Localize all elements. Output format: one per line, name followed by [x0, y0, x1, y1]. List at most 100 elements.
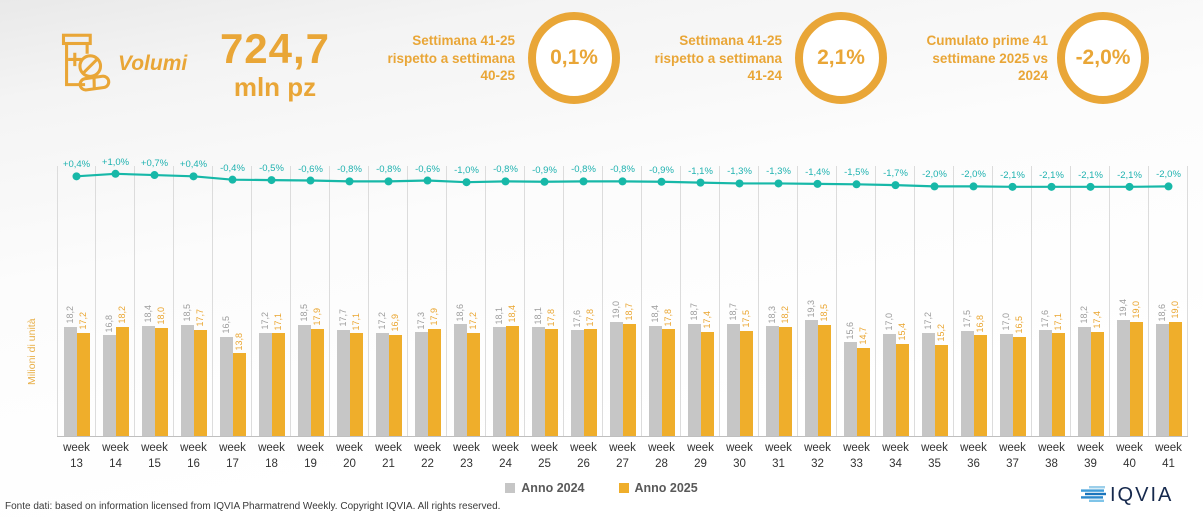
- bar-anno-2024: [492, 327, 506, 436]
- gridline: [329, 166, 330, 436]
- gridline: [797, 166, 798, 436]
- bar-value-label: 17,2: [78, 312, 88, 330]
- kpi-week-vs-prev-year-value: 2,1%: [795, 12, 887, 104]
- bar-anno-2024: [804, 320, 818, 436]
- x-tick-week-36: week 36: [960, 442, 987, 470]
- x-tick-week-32: week 32: [804, 442, 831, 470]
- bar-value-label: 17,4: [702, 311, 712, 329]
- week-group: 17,0 16,5: [993, 140, 1032, 436]
- week-group: 18,4 18,0: [135, 140, 174, 436]
- bar-anno-2025: [544, 329, 558, 436]
- line-percent-label: +0,7%: [140, 158, 169, 170]
- line-percent-label: -1,1%: [688, 165, 713, 177]
- gridline: [251, 166, 252, 436]
- line-percent-label: -2,1%: [1078, 169, 1103, 181]
- bar-value-label: 17,9: [429, 308, 439, 326]
- total-volume: 724,7 mln pz: [190, 26, 360, 103]
- bar-anno-2024: [921, 332, 935, 436]
- line-percent-label: +0,4%: [62, 159, 91, 171]
- line-percent-label: -1,0%: [454, 165, 479, 177]
- bar-anno-2025: [154, 328, 168, 436]
- x-tick-week-33: week 33: [843, 442, 870, 470]
- bar-value-label: 18,5: [299, 304, 309, 322]
- bar-anno-2024: [297, 325, 311, 436]
- bar-value-label: 18,5: [182, 304, 192, 322]
- bar-value-label: 18,2: [117, 306, 127, 324]
- gridline: [1148, 166, 1149, 436]
- bar-anno-2024: [1116, 319, 1130, 436]
- x-tick-week-39: week 39: [1077, 442, 1104, 470]
- source-note: Fonte dati: based on information license…: [5, 501, 501, 512]
- bar-value-label: 17,8: [663, 308, 673, 327]
- x-tick-week-24: week 24: [492, 442, 519, 470]
- bar-anno-2024: [570, 330, 584, 436]
- bar-anno-2024: [609, 322, 623, 436]
- bar-anno-2025: [661, 329, 675, 436]
- gridline: [641, 166, 642, 436]
- total-unit: mln pz: [233, 72, 317, 102]
- line-percent-label: -0,5%: [259, 163, 284, 175]
- bar-anno-2025: [583, 329, 597, 436]
- line-percent-label: -0,6%: [298, 163, 323, 175]
- bar-anno-2024: [63, 326, 77, 436]
- bar-value-label: 18,3: [767, 305, 777, 324]
- bar-anno-2025: [1090, 331, 1104, 436]
- bar-anno-2024: [453, 324, 467, 436]
- week-group: 18,6 19,0: [1149, 140, 1188, 436]
- x-tick-week-13: week 13: [63, 442, 90, 470]
- category-label: Volumi: [118, 52, 188, 75]
- bar-anno-2025: [895, 343, 909, 436]
- bar-value-label: 17,1: [1053, 312, 1063, 331]
- x-tick-week-23: week 23: [453, 442, 480, 470]
- bar-value-label: 18,4: [507, 305, 517, 323]
- x-tick-week-29: week 29: [687, 442, 714, 470]
- x-tick-week-25: week 25: [531, 442, 558, 470]
- legend: Anno 2024 Anno 2025: [0, 481, 1203, 495]
- week-group: 18,1 17,8: [525, 140, 564, 436]
- x-tick-week-41: week 41: [1155, 442, 1182, 470]
- gridline: [1070, 166, 1071, 436]
- bar-anno-2024: [1038, 330, 1052, 436]
- bar-anno-2025: [622, 323, 636, 436]
- bar-anno-2024: [960, 331, 974, 436]
- bar-value-label: 17,4: [1092, 311, 1102, 329]
- gridline: [836, 166, 837, 436]
- bar-anno-2025: [388, 334, 402, 436]
- week-group: 15,6 14,7: [837, 140, 876, 436]
- legend-swatch-2024: [505, 483, 516, 493]
- bar-value-label: 17,2: [377, 312, 387, 330]
- gridline: [134, 166, 135, 436]
- legend-item-2024: Anno 2024: [505, 481, 585, 495]
- gridline: [875, 166, 876, 436]
- legend-item-2025: Anno 2025: [618, 481, 698, 495]
- x-tick-week-26: week 26: [570, 442, 597, 470]
- line-percent-label: -2,0%: [922, 169, 947, 181]
- bar-anno-2024: [1155, 324, 1169, 436]
- bar-anno-2024: [765, 326, 779, 436]
- bar-value-label: 17,5: [741, 310, 751, 328]
- bar-value-label: 18,7: [728, 303, 738, 321]
- week-group: 17,6 17,8: [564, 140, 603, 436]
- bar-value-label: 19,0: [1131, 301, 1141, 319]
- x-tick-week-34: week 34: [882, 442, 909, 470]
- bar-value-label: 17,6: [1040, 309, 1050, 328]
- bar-value-label: 18,4: [143, 305, 153, 323]
- bar-anno-2025: [505, 325, 519, 436]
- gridline: [485, 166, 486, 436]
- y-axis-line: [57, 166, 58, 436]
- bar-anno-2025: [1051, 333, 1065, 436]
- bar-anno-2025: [232, 353, 246, 436]
- bar-value-label: 17,7: [195, 309, 205, 327]
- bar-value-label: 18,1: [494, 306, 504, 325]
- bar-value-label: 17,5: [962, 310, 972, 328]
- bar-value-label: 15,2: [936, 324, 946, 342]
- week-group: 18,3 18,2: [759, 140, 798, 436]
- bar-value-label: 18,7: [689, 303, 699, 321]
- bar-value-label: 16,8: [104, 314, 114, 333]
- bar-anno-2025: [934, 344, 948, 436]
- bar-value-label: 18,2: [65, 306, 75, 324]
- week-group: 18,4 17,8: [642, 140, 681, 436]
- bar-anno-2024: [141, 325, 155, 436]
- bar-anno-2024: [375, 332, 389, 436]
- bar-value-label: 18,2: [1079, 306, 1089, 324]
